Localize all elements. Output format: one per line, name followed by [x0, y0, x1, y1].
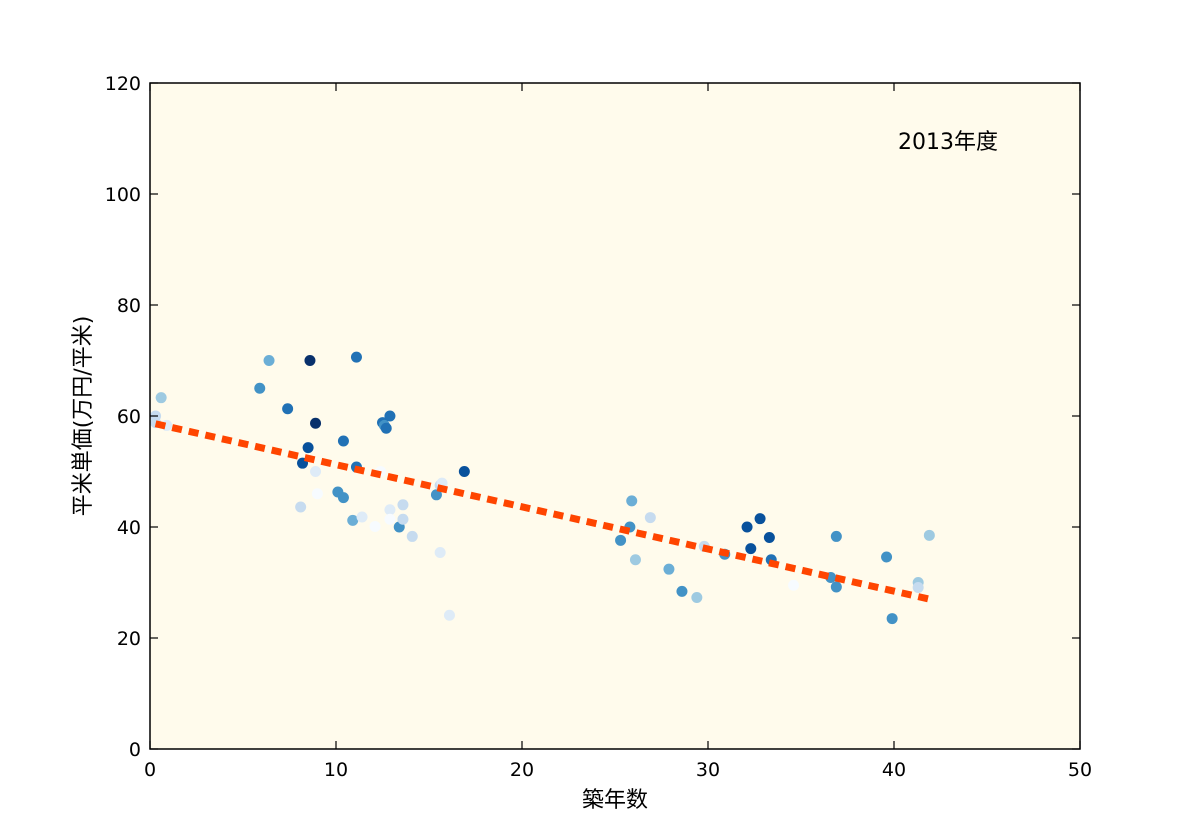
data-point: [254, 382, 266, 394]
data-point: [644, 512, 656, 524]
data-point: [830, 581, 842, 593]
data-point: [663, 563, 675, 575]
data-point: [311, 488, 323, 500]
data-point: [384, 513, 396, 525]
y-tick-label: 40: [117, 517, 141, 539]
y-tick-label: 100: [105, 184, 141, 206]
x-tick-label: 0: [144, 759, 156, 781]
data-point: [788, 579, 800, 591]
data-point: [830, 530, 842, 542]
data-point: [295, 501, 307, 513]
data-point: [310, 466, 322, 477]
data-point: [676, 585, 688, 597]
data-point: [302, 442, 314, 454]
y-tick-label: 20: [117, 628, 141, 650]
data-point: [754, 513, 766, 525]
data-point: [458, 466, 470, 477]
x-axis-ticks: 0 10 20 30 40 50: [144, 83, 1092, 781]
data-point: [337, 435, 349, 447]
y-tick-label: 60: [117, 406, 141, 428]
x-tick-label: 10: [324, 759, 348, 781]
y-tick-label: 0: [129, 739, 141, 761]
trendline: [154, 420, 931, 603]
data-point: [350, 351, 362, 363]
data-point: [629, 554, 641, 566]
data-point: [434, 547, 446, 559]
data-point: [282, 403, 294, 415]
y-tick-label: 120: [105, 73, 141, 95]
data-point: [155, 392, 167, 404]
data-point: [923, 529, 935, 541]
data-point: [443, 609, 455, 621]
year-annotation: 2013年度: [898, 130, 998, 155]
data-point: [369, 520, 381, 532]
data-point: [310, 417, 322, 429]
data-point: [881, 551, 893, 563]
data-point: [384, 410, 396, 422]
y-tick-label: 80: [117, 295, 141, 317]
x-tick-label: 30: [696, 759, 720, 781]
data-point: [691, 591, 703, 603]
x-tick-label: 20: [510, 759, 534, 781]
y-axis-title: 平米単価(万円/平米): [71, 316, 96, 517]
data-point: [397, 499, 409, 511]
data-point: [384, 504, 396, 516]
data-point: [615, 534, 627, 546]
plot-area: [150, 83, 1080, 749]
data-point: [626, 495, 638, 507]
y-axis-ticks: 0 20 40 60 80 100 120: [105, 73, 1080, 761]
data-point: [263, 355, 275, 366]
data-point: [745, 543, 757, 555]
x-tick-label: 50: [1068, 759, 1092, 781]
data-point: [430, 489, 442, 501]
data-point: [397, 513, 409, 525]
x-tick-label: 40: [882, 759, 906, 781]
data-point: [356, 511, 368, 523]
data-point: [380, 422, 392, 434]
x-axis-title: 築年数: [582, 788, 648, 813]
data-point: [337, 492, 349, 504]
data-point: [763, 532, 775, 544]
data-point: [886, 613, 898, 625]
data-point: [912, 581, 924, 593]
data-point: [304, 355, 316, 366]
data-point: [406, 530, 418, 542]
data-point: [347, 514, 359, 526]
data-point: [741, 521, 753, 533]
